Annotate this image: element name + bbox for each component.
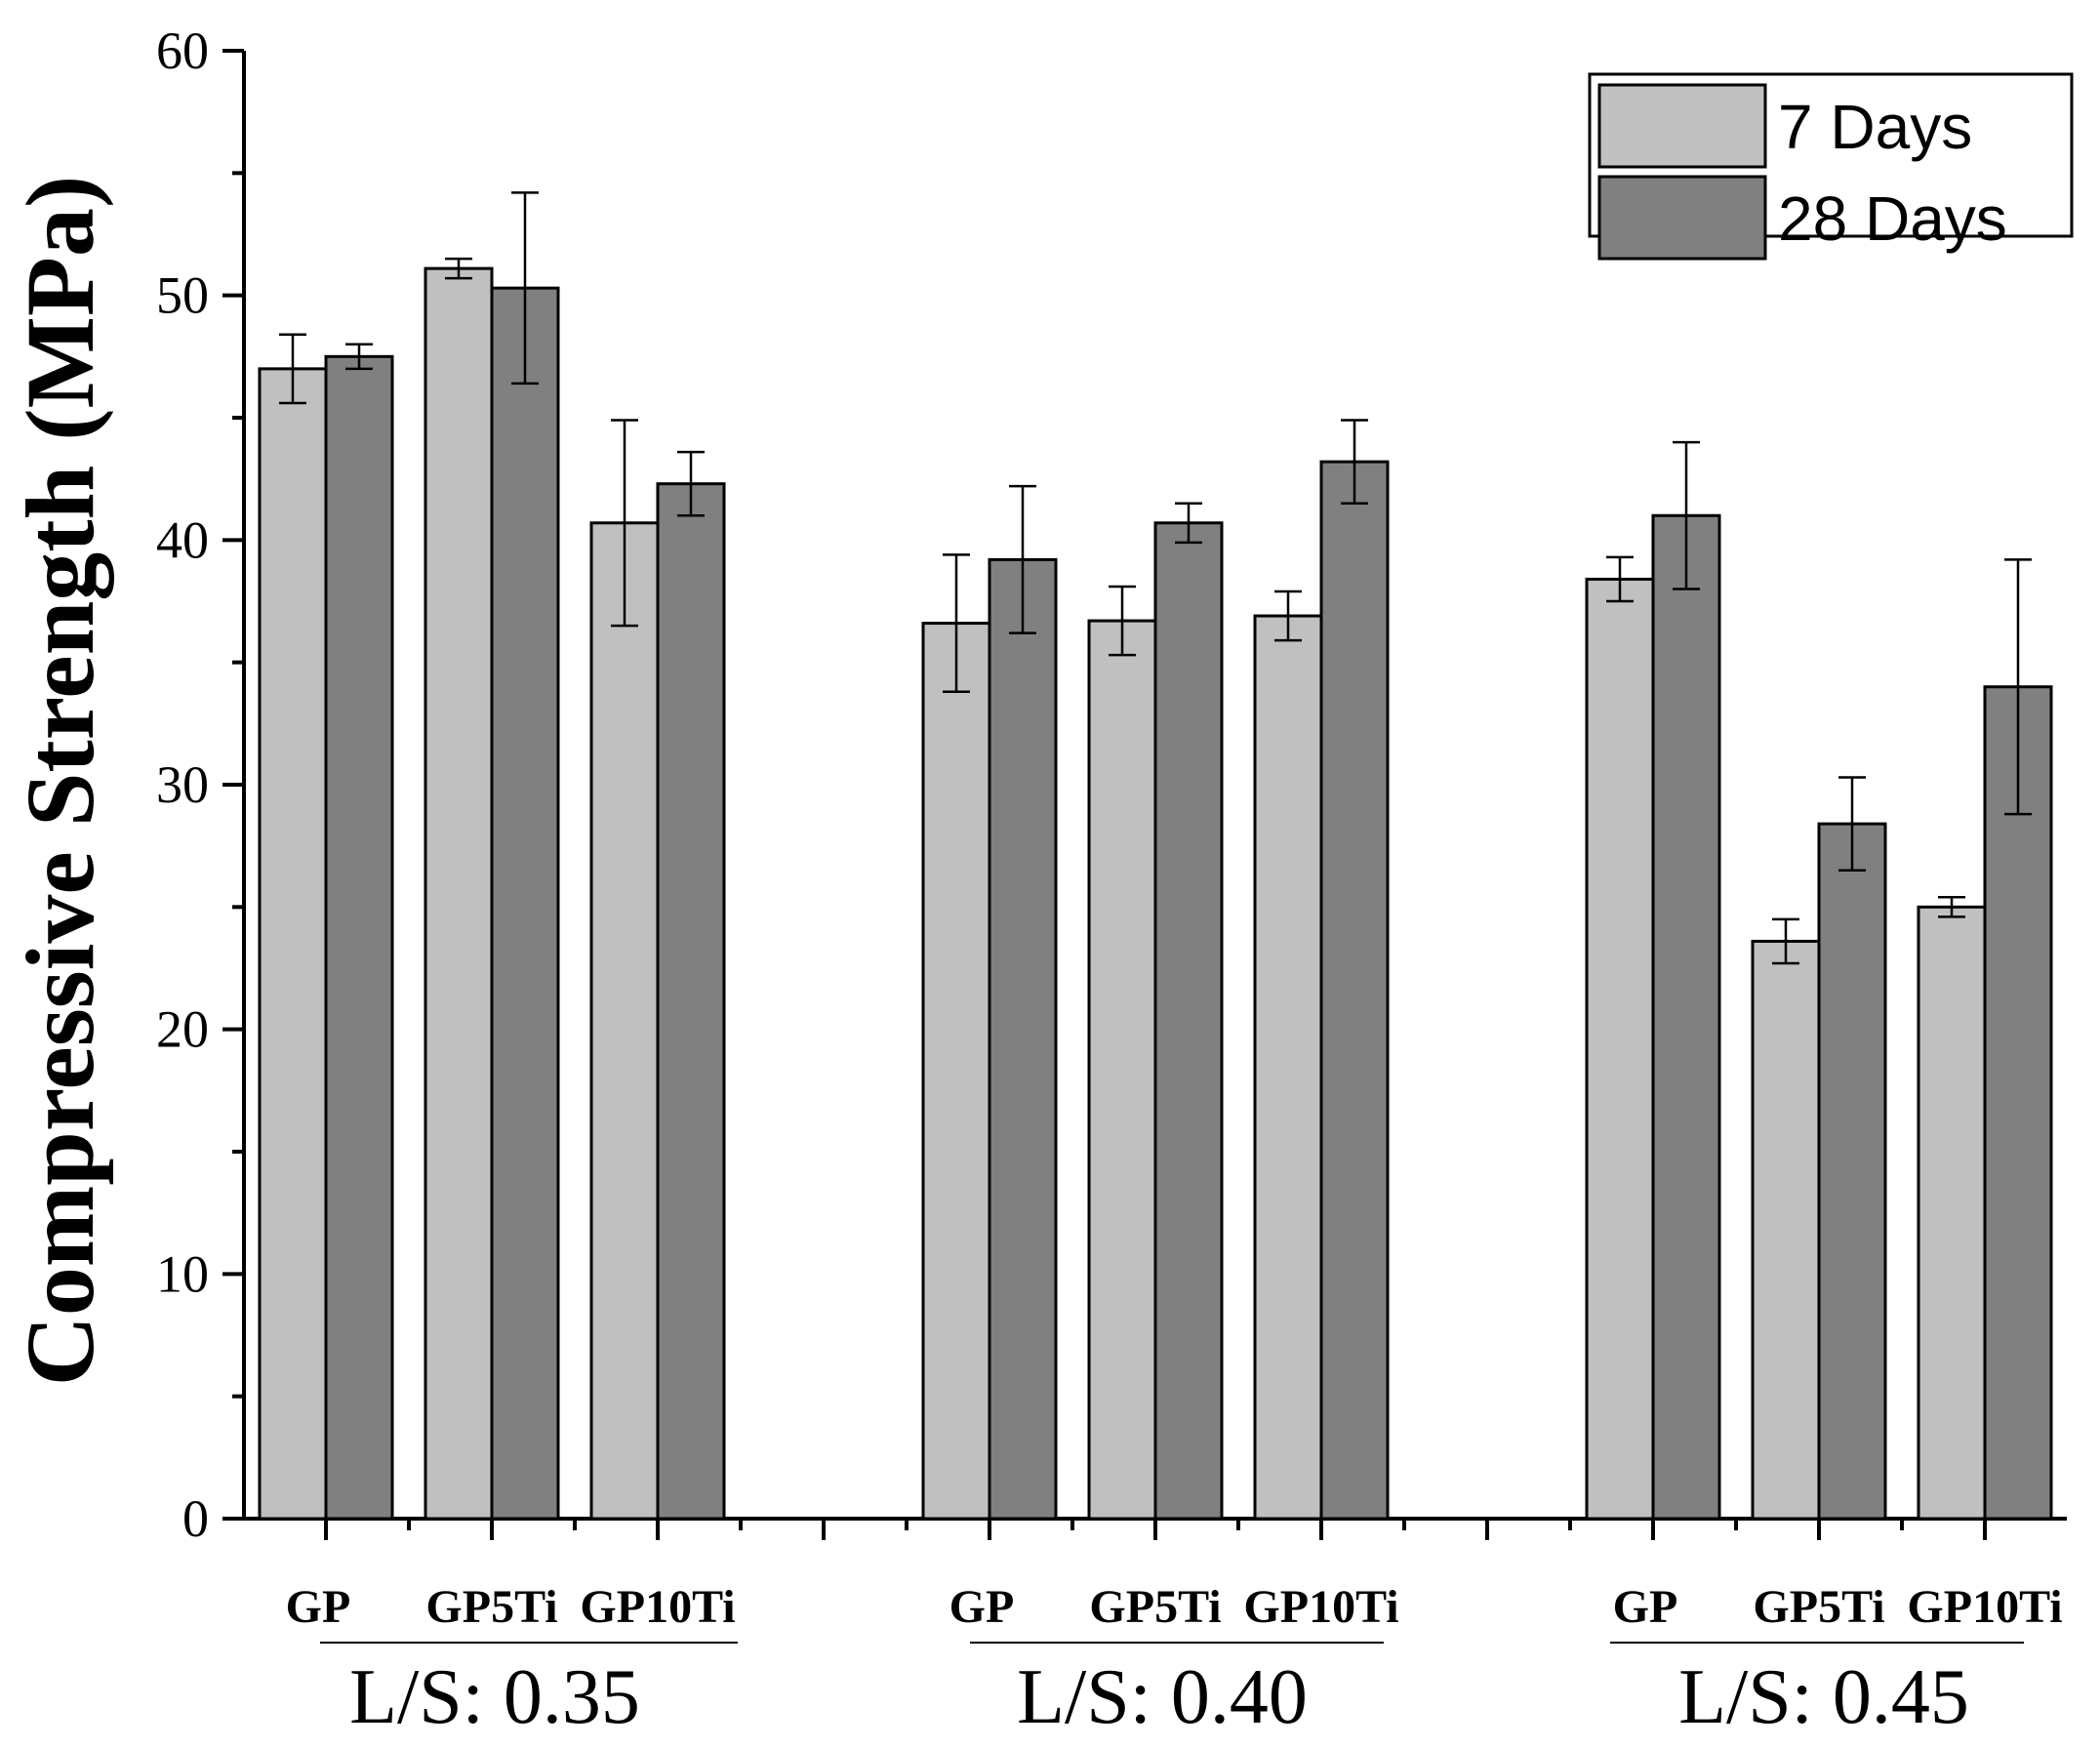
category-label: GP: [286, 1581, 351, 1633]
bar-7d: [424, 266, 494, 1521]
y-tick-label: 50: [156, 266, 209, 325]
legend-swatch-28d: [1597, 175, 1767, 261]
category-labels: GP GP5Ti GP10Ti L/S: 0.35 GP GP5Ti GP10Ti L/S: …: [286, 1581, 2063, 1740]
bar-28d: [1983, 685, 2053, 1521]
bar-7d: [1751, 939, 1821, 1521]
y-tick-label: 60: [156, 21, 209, 80]
category-label: GP5Ti: [425, 1581, 557, 1633]
y-tick-label: 0: [182, 1489, 209, 1548]
bar-28d: [1651, 513, 1721, 1521]
legend-swatch-7d: [1597, 83, 1767, 169]
y-tick-label: 20: [156, 1000, 209, 1059]
group-label: L/S: 0.40: [1017, 1654, 1308, 1740]
group-label: L/S: 0.35: [349, 1654, 640, 1740]
error-bars: [279, 191, 2032, 965]
legend: 7 Days 28 Days: [1588, 72, 2074, 261]
legend-label-7d: 7 Days: [1778, 92, 1972, 162]
bar-28d: [324, 354, 394, 1521]
legend-label-28d: 28 Days: [1778, 183, 2007, 254]
bar-28d: [656, 482, 726, 1521]
category-label: GP10Ti: [580, 1581, 735, 1633]
y-tick-label: 10: [156, 1244, 209, 1303]
bar-7d: [1917, 905, 1987, 1521]
bar-7d: [921, 622, 991, 1521]
bars: [258, 266, 2053, 1521]
y-tick-label: 30: [156, 755, 209, 814]
y-axis-label: Compressive Strength (MPa): [6, 176, 114, 1387]
category-label: GP5Ti: [1753, 1581, 1884, 1633]
group-label: L/S: 0.45: [1678, 1654, 1969, 1740]
bar-7d: [258, 367, 328, 1521]
category-label: GP5Ti: [1089, 1581, 1221, 1633]
bar-28d: [490, 286, 560, 1521]
bar-7d: [1087, 619, 1157, 1521]
bar-28d: [1319, 460, 1390, 1521]
category-label: GP10Ti: [1243, 1581, 1398, 1633]
y-tick-label: 40: [156, 510, 209, 569]
bar-28d: [1817, 822, 1887, 1521]
bar-7d: [1253, 614, 1323, 1521]
bar-7d: [1585, 577, 1655, 1521]
bar-28d: [988, 557, 1058, 1521]
category-label: GP: [949, 1581, 1015, 1633]
category-label: GP: [1613, 1581, 1678, 1633]
category-label: GP10Ti: [1907, 1581, 2062, 1633]
bar-28d: [1153, 521, 1224, 1521]
bar-7d: [589, 521, 660, 1521]
